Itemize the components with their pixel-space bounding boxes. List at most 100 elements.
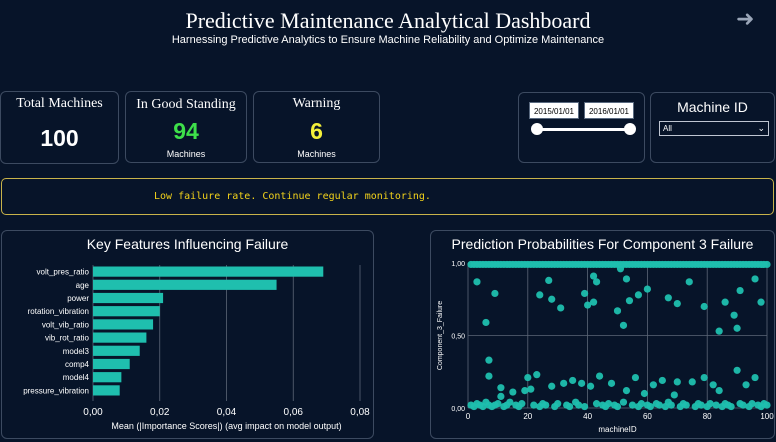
- scatter-point: [592, 400, 601, 408]
- scatter-point: [530, 401, 538, 409]
- scatter-point: [542, 401, 550, 409]
- date-range-end-handle[interactable]: [624, 123, 636, 135]
- scatter-point: [721, 298, 729, 306]
- feature-label: pressure_vibration: [23, 386, 89, 395]
- scatter-point: [473, 278, 481, 286]
- feature-label: vib_rot_ratio: [45, 334, 90, 343]
- dashboard-subtitle: Harnessing Predictive Analytics to Ensur…: [171, 34, 605, 46]
- scatter-point: [545, 276, 553, 284]
- y-axis-label: Component_3_Failure: [437, 301, 444, 370]
- scatter-point: [485, 356, 493, 364]
- arrow-right-icon[interactable]: ➜: [736, 6, 755, 31]
- feature-bar: [93, 332, 147, 343]
- scatter-point: [649, 381, 657, 389]
- scatter-point: [742, 381, 750, 389]
- x-axis-label: machineID: [598, 425, 636, 434]
- scatter-point: [730, 311, 738, 319]
- scatter-point: [485, 372, 493, 380]
- scatter-point: [748, 400, 756, 408]
- scatter-point: [506, 398, 514, 406]
- scatter-point: [685, 278, 693, 286]
- feature-bar: [93, 319, 154, 330]
- date-range-track[interactable]: [536, 128, 630, 131]
- scatter-point: [518, 400, 526, 408]
- prediction-probability-chart: 0 20 40 60 80 100 0,00 0,50 1,00 machineID Compone…: [437, 260, 774, 434]
- scatter-point: [566, 402, 574, 411]
- scatter-point: [578, 379, 586, 387]
- kpi-total-label: Total Machines: [16, 96, 103, 111]
- scatter-point: [727, 402, 735, 411]
- kpi-good-value: 94: [173, 118, 199, 144]
- feature-label: age: [76, 281, 90, 290]
- scatter-point: [554, 400, 562, 408]
- kpi-good-unit: Machines: [166, 149, 206, 159]
- scatter-point: [643, 285, 651, 293]
- x-tick-label: 0,00: [83, 407, 103, 418]
- scatter-point: [631, 373, 640, 382]
- scatter-point: [607, 379, 616, 387]
- feature-label: rotation_vibration: [28, 307, 89, 316]
- scatter-point: [560, 379, 568, 387]
- scatter-point: [646, 402, 654, 411]
- scatter-point: [589, 272, 598, 280]
- x-tick-label: 80: [703, 412, 712, 421]
- scatter-point: [586, 382, 595, 390]
- scatter-point: [482, 318, 490, 327]
- scatter-point: [569, 376, 577, 385]
- x-tick-label: 0,08: [350, 407, 370, 418]
- x-tick-label: 0: [466, 412, 471, 421]
- kpi-warning-unit: Machines: [297, 149, 336, 159]
- dashboard-title: Predictive Maintenance Analytical Dashbo…: [185, 8, 591, 33]
- scatter-point: [589, 298, 598, 306]
- x-tick-label: 60: [643, 412, 652, 421]
- scatter-point: [757, 298, 765, 306]
- kpi-warning-label: Warning: [292, 96, 341, 111]
- scatter-point: [673, 300, 681, 308]
- scatter-point: [655, 401, 663, 409]
- scatter-point: [527, 385, 535, 393]
- scatter-point: [739, 401, 747, 409]
- scatter-point: [658, 376, 666, 385]
- scatter-point: [613, 402, 622, 411]
- scatter-point: [706, 400, 714, 408]
- scatter-point: [491, 289, 499, 298]
- scatter-point: [664, 294, 672, 302]
- alert-message: Low failure rate. Continue regular monit…: [154, 191, 431, 202]
- date-range-start-handle[interactable]: [531, 123, 543, 135]
- scatter-point: [548, 382, 556, 390]
- feature-bar: [93, 372, 122, 383]
- feature-bar: [93, 306, 160, 317]
- feature-label: model3: [63, 347, 90, 356]
- kpi-warning-value: 6: [310, 118, 323, 144]
- scatter-point: [712, 401, 720, 409]
- scatter-point: [709, 381, 717, 389]
- scatter-point: [634, 291, 643, 299]
- y-tick-label: 0,00: [451, 406, 465, 413]
- scatter-point: [733, 366, 741, 374]
- kpi-good-standing: In Good Standing 94 Machines: [125, 91, 247, 163]
- scatter-point: [637, 400, 646, 408]
- y-tick-label: 0,50: [451, 334, 465, 341]
- scatter-point: [667, 401, 675, 409]
- scatter-point: [763, 260, 771, 269]
- x-tick-label: 20: [523, 412, 532, 421]
- x-tick-label: 0,06: [284, 407, 304, 418]
- scatter-point: [763, 401, 771, 409]
- scatter-point: [688, 378, 696, 386]
- feature-label: volt_vib_ratio: [42, 320, 90, 329]
- scatter-point: [736, 286, 744, 295]
- x-tick-label: 40: [583, 412, 592, 421]
- scatter-point: [584, 301, 592, 309]
- start-date-input[interactable]: 2015/01/01: [529, 102, 579, 119]
- machine-id-select[interactable]: All ⌄: [659, 121, 769, 136]
- scatter-point: [536, 291, 544, 299]
- scatter-point: [509, 388, 517, 396]
- scatter-point: [533, 371, 541, 379]
- scatter-point: [682, 401, 690, 409]
- scatter-point: [751, 373, 759, 382]
- scatter-point: [521, 387, 529, 395]
- feature-bar: [93, 358, 130, 370]
- feature-bar: [93, 292, 164, 304]
- end-date-input[interactable]: 2016/01/01: [584, 102, 634, 119]
- scatter-point: [622, 387, 631, 395]
